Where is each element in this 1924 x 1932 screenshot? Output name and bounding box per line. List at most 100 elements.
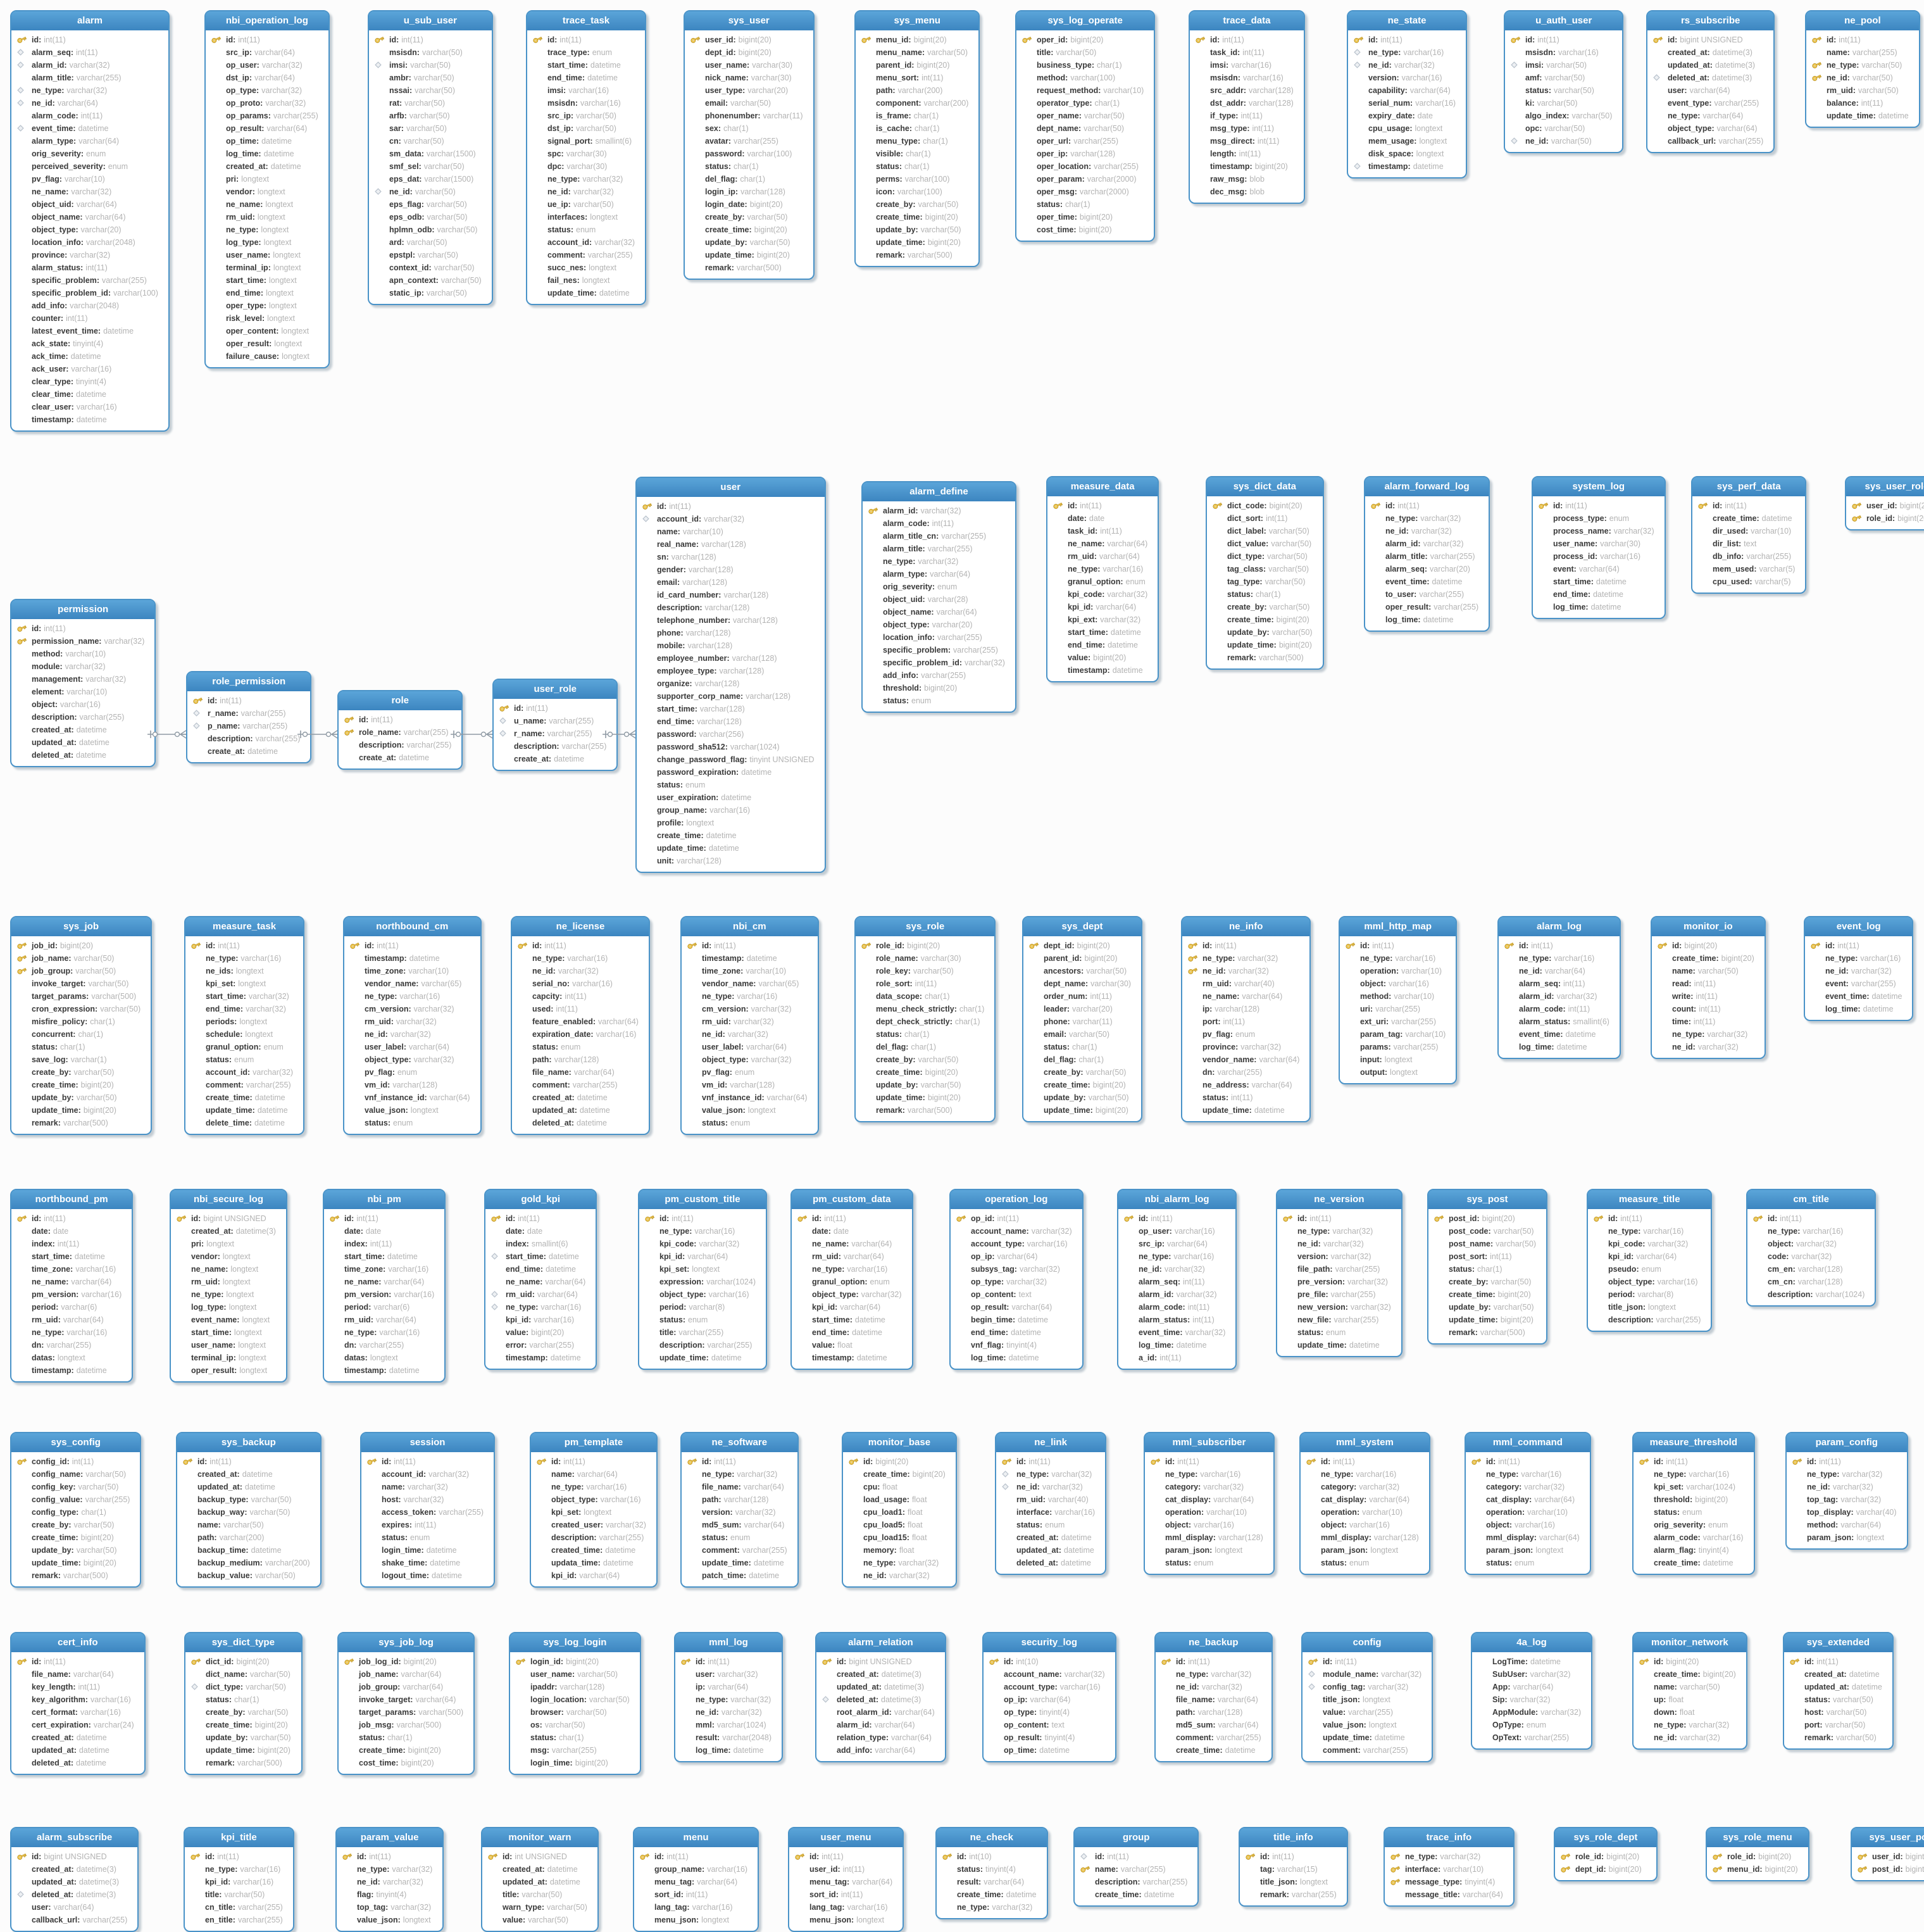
table-measure_threshold[interactable]: measure_thresholdidint(11)ne_typevarchar…	[1632, 1432, 1755, 1575]
table-title[interactable]: mml_log	[675, 1633, 782, 1652]
table-title[interactable]: sys_log_operate	[1016, 11, 1154, 30]
table-u_sub_user[interactable]: u_sub_useridint(11)msisdnvarchar(50)imsi…	[368, 10, 493, 305]
table-security_log[interactable]: security_logidint(10)account_namevarchar…	[982, 1632, 1116, 1762]
table-user_menu[interactable]: user_menuidint(11)user_idint(11)menu_tag…	[788, 1827, 904, 1932]
table-title[interactable]: kpi_title	[185, 1828, 293, 1847]
table-title[interactable]: nbi_pm	[324, 1190, 445, 1209]
table-permission[interactable]: permissionidint(11)permission_namevarcha…	[10, 599, 156, 767]
table-title[interactable]: sys_dict_data	[1207, 477, 1323, 496]
table-title[interactable]: ne_backup	[1156, 1633, 1271, 1652]
table-sys_user_role[interactable]: sys_user_roleuser_idbigint(20)role_idbig…	[1845, 476, 1924, 530]
table-title[interactable]: operation_log	[951, 1190, 1082, 1209]
table-title[interactable]: trace_data	[1190, 11, 1304, 30]
table-title[interactable]: pm_template	[531, 1433, 656, 1452]
table-title[interactable]: role_permission	[187, 672, 311, 691]
table-trace_info[interactable]: trace_infone_typevarchar(32)interfacevar…	[1384, 1827, 1515, 1907]
table-title[interactable]: gold_kpi	[485, 1190, 596, 1209]
table-nbi_operation_log[interactable]: nbi_operation_logidint(11)src_ipvarchar(…	[204, 10, 330, 368]
table-title[interactable]: sys_dict_type	[185, 1633, 301, 1652]
table-title[interactable]: param_value	[337, 1828, 443, 1847]
table-title[interactable]: group	[1075, 1828, 1198, 1847]
table-ne_backup[interactable]: ne_backupidint(11)ne_typevarchar(32)ne_i…	[1154, 1632, 1273, 1762]
table-title[interactable]: measure_threshold	[1634, 1433, 1754, 1452]
table-title[interactable]: ne_link	[996, 1433, 1106, 1452]
table-title[interactable]: user_role	[494, 680, 617, 699]
table-nbi_pm[interactable]: nbi_pmidint(11)datedateindexint(11)start…	[323, 1189, 446, 1383]
table-session[interactable]: sessionidint(11)account_idvarchar(32)nam…	[360, 1432, 496, 1588]
table-title[interactable]: nbi_operation_log	[206, 11, 328, 30]
table-sys_job_log[interactable]: sys_job_logjob_log_idbigint(20)job_namev…	[337, 1632, 475, 1775]
table-ne_software[interactable]: ne_softwareidint(11)ne_typevarchar(32)fi…	[680, 1432, 799, 1588]
table-title[interactable]: rs_subscribe	[1647, 11, 1774, 30]
table-monitor_io[interactable]: monitor_ioidbigint(20)create_timebigint(…	[1651, 916, 1766, 1059]
table-alarm_relation[interactable]: alarm_relationidbigint UNSIGNEDcreated_a…	[815, 1632, 946, 1762]
table-title[interactable]: sys_menu	[856, 11, 979, 30]
table-title[interactable]: alarm_define	[863, 482, 1015, 501]
table-title[interactable]: alarm_forward_log	[1365, 477, 1489, 496]
table-title[interactable]: measure_data	[1047, 477, 1158, 496]
table-title[interactable]: system_log	[1533, 477, 1665, 496]
table-title[interactable]: sys_role	[856, 917, 995, 936]
table-title[interactable]: user	[637, 478, 825, 497]
table-title[interactable]: sys_job	[11, 917, 151, 936]
table-mml_http_map[interactable]: mml_http_mapidint(11)ne_typevarchar(16)o…	[1339, 916, 1458, 1084]
table-mml_log[interactable]: mml_logidint(11)uservarchar(32)ipvarchar…	[674, 1632, 784, 1762]
table-title[interactable]: alarm_subscribe	[11, 1828, 138, 1847]
table-role[interactable]: roleidint(11)role_namevarchar(255)descri…	[337, 690, 463, 770]
table-ne_version[interactable]: ne_versionidint(11)ne_typevarchar(32)ne_…	[1276, 1189, 1402, 1357]
table-title[interactable]: sys_job_log	[339, 1633, 474, 1652]
table-monitor_warn[interactable]: monitor_warnidint UNSIGNEDcreated_atdate…	[481, 1827, 599, 1932]
table-title[interactable]: monitor_base	[843, 1433, 956, 1452]
table-title[interactable]: monitor_network	[1634, 1633, 1746, 1652]
table-title[interactable]: alarm	[11, 11, 168, 30]
table-sys_user_post[interactable]: sys_user_postuser_idbigint(20)post_idbig…	[1851, 1827, 1924, 1881]
table-param_config[interactable]: param_configidint(11)ne_typevarchar(32)n…	[1785, 1432, 1908, 1550]
table-config[interactable]: configidint(11)module_namevarchar(32)con…	[1301, 1632, 1434, 1762]
table-title[interactable]: ne_license	[512, 917, 649, 936]
table-title[interactable]: sys_extended	[1784, 1633, 1892, 1652]
table-sys_role_menu[interactable]: sys_role_menurole_idbigint(20)menu_idbig…	[1706, 1827, 1809, 1881]
table-title[interactable]: menu	[634, 1828, 758, 1847]
table-title[interactable]: session	[361, 1433, 494, 1452]
table-title[interactable]: ne_pool	[1806, 11, 1919, 30]
table-event_log[interactable]: event_logidint(11)ne_typevarchar(16)ne_i…	[1804, 916, 1914, 1021]
table-title[interactable]: cert_info	[11, 1633, 144, 1652]
table-title[interactable]: sys_user	[685, 11, 813, 30]
table-title[interactable]: sys_log_login	[510, 1633, 640, 1652]
table-group[interactable]: groupidint(11)namevarchar(255)descriptio…	[1073, 1827, 1199, 1907]
table-title[interactable]: sys_dept	[1023, 917, 1142, 936]
table-sys_post[interactable]: sys_postpost_idbigint(20)post_codevarcha…	[1427, 1189, 1548, 1345]
table-title[interactable]: pm_custom_data	[792, 1190, 912, 1209]
table-title[interactable]: event_log	[1805, 917, 1913, 936]
table-user_role[interactable]: user_roleidint(11)u_namevarchar(255)r_na…	[492, 679, 618, 771]
table-title[interactable]: alarm_relation	[816, 1633, 945, 1652]
table-northbound_pm[interactable]: northbound_pmidint(11)datedateindexint(1…	[10, 1189, 134, 1383]
table-4a_log[interactable]: 4a_logLogTimedatetimeSubUservarchar(32)A…	[1471, 1632, 1593, 1750]
table-sys_dept[interactable]: sys_deptdept_idbigint(20)parent_idbigint…	[1022, 916, 1143, 1122]
table-sys_perf_data[interactable]: sys_perf_dataidint(11)create_timedatetim…	[1691, 476, 1807, 594]
table-title[interactable]: nbi_alarm_log	[1118, 1190, 1236, 1209]
table-title[interactable]: mml_subscriber	[1145, 1433, 1273, 1452]
table-ne_info[interactable]: ne_infoidint(11)ne_typevarchar(32)ne_idv…	[1181, 916, 1311, 1122]
table-user[interactable]: useridint(11)account_idvarchar(32)nameva…	[635, 477, 826, 873]
table-title[interactable]: permission	[11, 600, 155, 619]
table-title[interactable]: ne_software	[682, 1433, 797, 1452]
table-sys_dict_type[interactable]: sys_dict_typedict_idbigint(20)dict_namev…	[184, 1632, 303, 1775]
table-title[interactable]: sys_user_role	[1846, 477, 1924, 496]
table-ne_link[interactable]: ne_linkidint(11)ne_typevarchar(32)ne_idv…	[995, 1432, 1107, 1575]
table-monitor_network[interactable]: monitor_networkidbigint(20)create_timebi…	[1632, 1632, 1747, 1750]
table-pm_template[interactable]: pm_templateidint(11)namevarchar(64)ne_ty…	[530, 1432, 658, 1588]
table-sys_user[interactable]: sys_useruser_idbigint(20)dept_idbigint(2…	[684, 10, 815, 280]
table-title[interactable]: northbound_pm	[11, 1190, 132, 1209]
table-ne_pool[interactable]: ne_poolidint(11)namevarchar(255)ne_typev…	[1805, 10, 1920, 128]
table-title[interactable]: param_config	[1787, 1433, 1907, 1452]
table-title[interactable]: trace_info	[1385, 1828, 1513, 1847]
table-sys_log_operate[interactable]: sys_log_operateoper_idbigint(20)titlevar…	[1015, 10, 1156, 242]
table-alarm_subscribe[interactable]: alarm_subscribeidbigint UNSIGNEDcreated_…	[10, 1827, 139, 1932]
table-title[interactable]: ne_version	[1277, 1190, 1401, 1209]
table-title[interactable]: u_sub_user	[369, 11, 492, 30]
table-title[interactable]: user_menu	[789, 1828, 903, 1847]
table-title[interactable]: pm_custom_title	[639, 1190, 766, 1209]
table-title[interactable]: monitor_io	[1652, 917, 1765, 936]
table-title[interactable]: title_info	[1240, 1828, 1347, 1847]
